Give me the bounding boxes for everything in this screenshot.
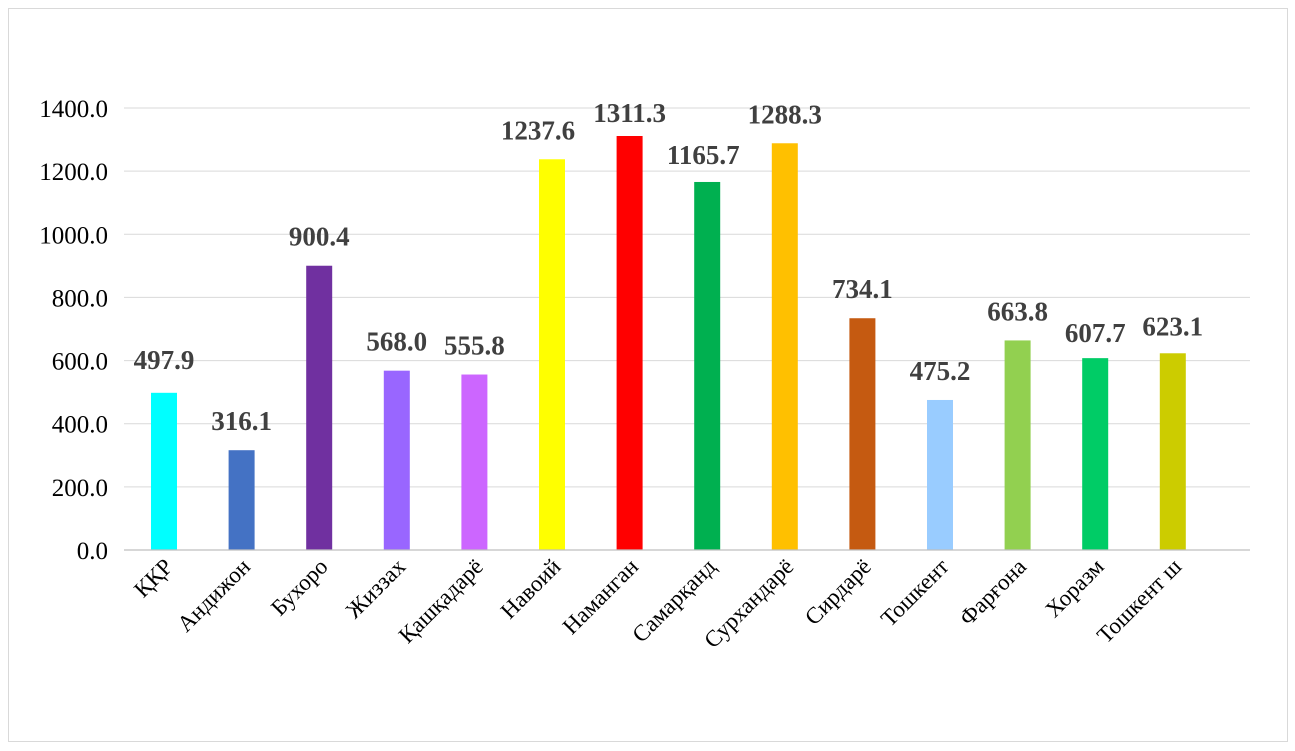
bar [539, 159, 565, 550]
y-tick-label: 1200.0 [39, 159, 108, 186]
data-label: 1311.3 [593, 98, 666, 128]
bar [694, 181, 721, 550]
y-tick-label: 0.0 [77, 538, 108, 565]
category-label: Қашқадарё [394, 554, 488, 648]
data-label: 663.8 [987, 296, 1048, 326]
data-labels: 497.9 316.1 900.4 568.0 555.8 1237.6 1311.3116… [134, 98, 1204, 436]
category-label: Сирдарё [800, 554, 876, 630]
data-label: 1237.6 [501, 115, 575, 145]
bar [1004, 340, 1031, 550]
bar [383, 370, 410, 550]
y-tick-label: 1000.0 [39, 222, 108, 249]
bar [461, 374, 488, 550]
bar [228, 450, 255, 550]
category-label: Навоий [496, 554, 566, 624]
y-tick-label: 1400.0 [39, 96, 108, 123]
bar [1159, 353, 1186, 550]
y-axis-ticks: 0.0 200.0 400.0 600.0 800.0 1000.0 1200.0 1400.… [39, 96, 108, 565]
bar [306, 265, 333, 550]
bar [849, 318, 876, 550]
data-label: 555.8 [444, 331, 505, 361]
data-label: 623.1 [1142, 311, 1203, 341]
bar [771, 143, 798, 550]
bar [1082, 358, 1109, 550]
y-tick-label: 400.0 [52, 412, 108, 439]
category-label: Бухоро [266, 554, 333, 621]
data-label: 734.1 [832, 274, 893, 304]
data-label: 568.0 [366, 327, 427, 357]
data-label: 900.4 [289, 222, 350, 252]
data-label: 497.9 [134, 345, 195, 375]
y-tick-label: 200.0 [52, 475, 108, 502]
category-label: Андижон [172, 554, 255, 637]
data-label: 475.2 [910, 356, 971, 386]
bars [151, 136, 1186, 551]
bar [616, 136, 643, 551]
category-label: Хоразм [1040, 554, 1109, 623]
y-tick-label: 600.0 [52, 349, 108, 376]
y-tick-label: 800.0 [52, 285, 108, 312]
category-label: Тошкент ш [1092, 554, 1186, 648]
chart-frame [8, 8, 1288, 742]
data-label: 1165.7 [667, 140, 740, 170]
category-label: ҚҚР [129, 554, 177, 602]
category-label: Фарғона [955, 554, 1032, 631]
data-label: 1288.3 [748, 99, 822, 129]
data-label: 316.1 [211, 406, 272, 436]
category-label: Жиззах [341, 554, 411, 624]
category-label: Тошкент [876, 554, 954, 632]
bar [151, 392, 177, 550]
data-label: 607.7 [1065, 318, 1126, 348]
bar [927, 399, 953, 550]
